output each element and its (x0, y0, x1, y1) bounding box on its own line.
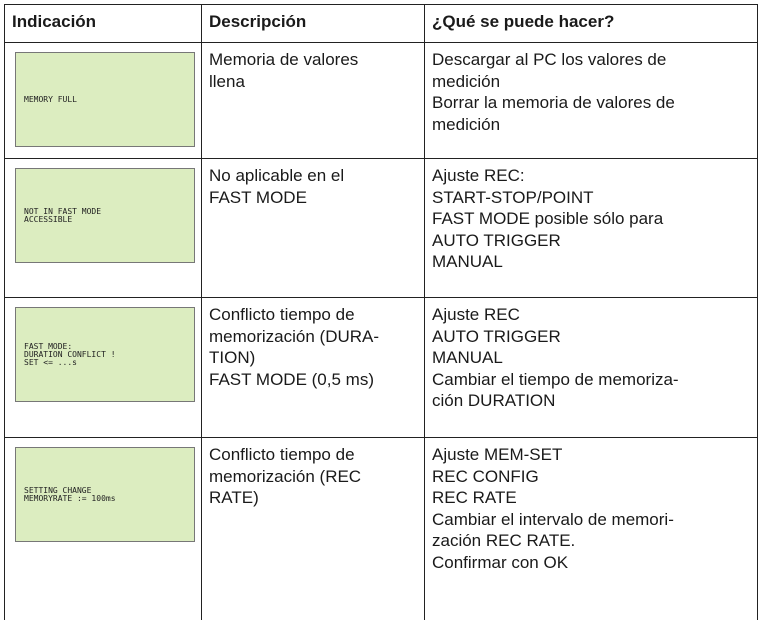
description-line: TION) (209, 348, 256, 367)
actions-line: Borrar la memoria de valores de (432, 93, 675, 112)
actions-line: Ajuste REC: (432, 166, 525, 185)
description-cell: Conflicto tiempo de memorización (REC RATE… (201, 437, 424, 620)
description-cell: Memoria de valores llena (201, 42, 424, 158)
header-cell: ¿Qué se puede hacer? (424, 4, 758, 42)
lcd-text: SETTING CHANGE (24, 485, 92, 495)
actions-line: START-STOP/POINT (432, 187, 594, 207)
description-cell: Conflicto tiempo de memorización (DURA- TI… (201, 297, 424, 437)
lcd-display: MEMORY FULL (15, 52, 195, 147)
description-line: FAST MODE (0,5 ms) (209, 369, 374, 389)
actions-line: medición (432, 114, 501, 134)
actions-line: MANUAL (432, 348, 503, 367)
actions-line: AUTO TRIGGER (432, 230, 561, 250)
lcd-text: DURATION CONFLICT ! (24, 349, 116, 359)
header-cell: Indicación (4, 4, 201, 42)
actions-line: AUTO TRIGGER (432, 326, 561, 346)
actions-cell: Descargar al PC los valores de medición Bo… (424, 42, 758, 158)
lcd-text: MEMORYRATE := 100ms (24, 493, 116, 503)
description-line: llena (209, 71, 245, 91)
lcd-text: NOT IN FAST MODE (24, 206, 102, 216)
description-line: FAST MODE (209, 187, 307, 207)
actions-line: REC CONFIG (432, 466, 539, 486)
header-cell: Descripción (201, 4, 424, 42)
lcd-display: NOT IN FAST MODE ACCESSIBLE (15, 168, 195, 263)
actions-line: Descargar al PC los valores de (432, 50, 667, 69)
description-line: memorización (REC (209, 466, 362, 486)
description-line: Conflicto tiempo de (209, 305, 355, 324)
description-cell: No aplicable en el FAST MODE (201, 158, 424, 297)
page: Indicación Descripción ¿Qué se puede hacer… (4, 4, 758, 620)
actions-line: Confirmar con OK (432, 552, 569, 572)
actions-line: Cambiar el tiempo de memoriza- (432, 369, 679, 389)
actions-cell: Ajuste REC: START-STOP/POINT FAST MODE pos… (424, 158, 758, 297)
description-line: Conflicto tiempo de (209, 445, 355, 464)
lcd-text: ACCESSIBLE (24, 214, 73, 224)
lcd-display: FAST MODE: DURATION CONFLICT ! SET <= ...s (15, 307, 195, 402)
description-line: Memoria de valores (209, 50, 359, 69)
actions-cell: Ajuste MEM-SET REC CONFIG REC RATE Cambiar … (424, 437, 758, 620)
indicator-cell: MEMORY FULL (4, 42, 201, 158)
actions-line: Cambiar el intervalo de memori- (432, 509, 674, 529)
indicator-cell: NOT IN FAST MODE ACCESSIBLE (4, 158, 201, 297)
actions-line: Ajuste MEM-SET (432, 445, 563, 464)
description-line: memorización (DURA- (209, 326, 380, 346)
lcd-text: SET <= ...s (24, 357, 77, 367)
lcd-text: FAST MODE: (24, 341, 73, 351)
actions-line: zación REC RATE. (432, 531, 576, 550)
description-line: RATE) (209, 488, 259, 507)
actions-line: REC RATE (432, 488, 517, 507)
actions-line: Ajuste REC (432, 305, 520, 324)
actions-line: FAST MODE posible sólo para (432, 209, 664, 228)
indicator-cell: FAST MODE: DURATION CONFLICT ! SET <= ...s (4, 297, 201, 437)
lcd-text: MEMORY FULL (24, 94, 77, 104)
indicator-cell: SETTING CHANGE MEMORYRATE := 100ms (4, 437, 201, 620)
lcd-display: SETTING CHANGE MEMORYRATE := 100ms (15, 447, 195, 542)
actions-line: medición (432, 71, 501, 91)
actions-line: MANUAL (432, 252, 503, 271)
description-line: No aplicable en el (209, 166, 345, 185)
actions-line: ción DURATION (432, 391, 556, 410)
actions-cell: Ajuste REC AUTO TRIGGER MANUAL Cambiar el t… (424, 297, 758, 437)
